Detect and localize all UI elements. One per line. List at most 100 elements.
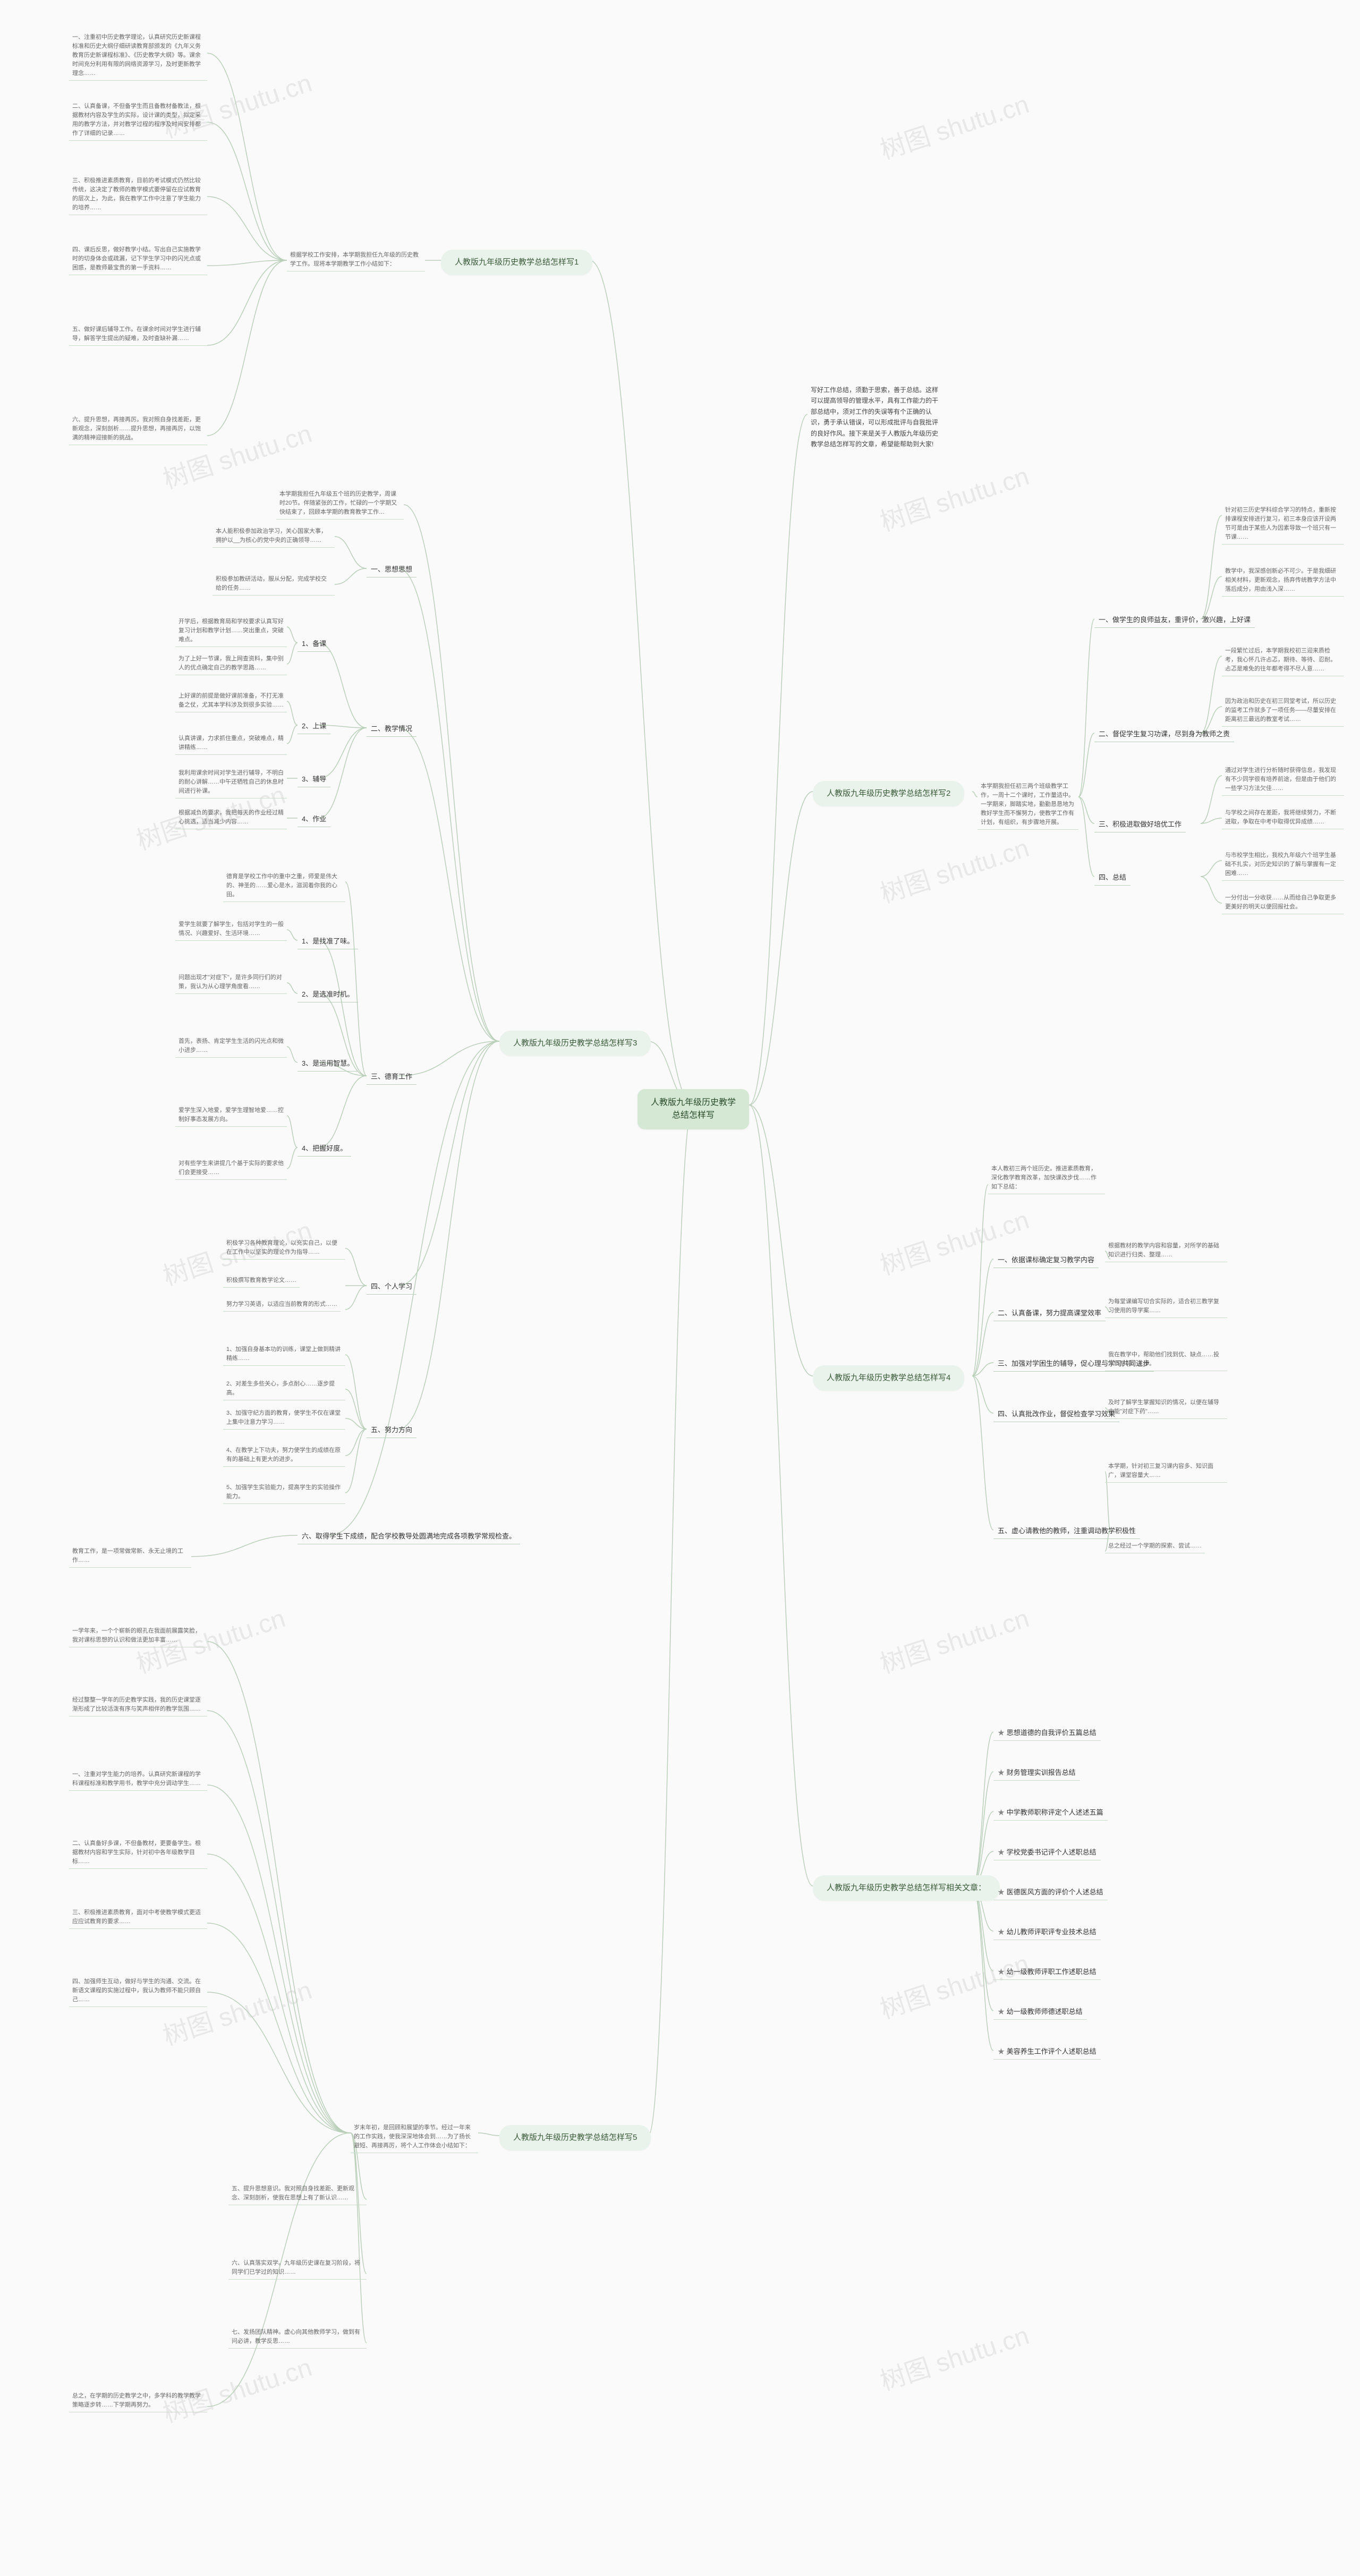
- b1-item-3: 四、课后反思，做好教学小结。写出自己实施教学时的切身体会或疏漏，记下学生学习中的…: [69, 244, 207, 275]
- related-item-3: 学校党委书记评个人述职总结: [993, 1846, 1101, 1860]
- b2-leaf-2-0: 通过对学生进行分析随时获得信息，我发现有不少同学很有培养前途，但是由于他们的一些…: [1222, 765, 1344, 796]
- b3-ss-2-1-0: 问题出现才"对症下"，是许多同行们的对策，我认为从心理学角度看……: [175, 972, 287, 994]
- b4-leaf-3-0: 及时了解学生掌握知识的情况，以便在辅导中能"对症下药"……: [1105, 1397, 1227, 1419]
- related-item-2: 中学教师职称评定个人述述五篇: [993, 1806, 1108, 1821]
- b2-sub-2: 三、积极进取做好培优工作: [1094, 818, 1186, 832]
- connector-lines: [0, 0, 1360, 2576]
- b3-sub-0-leaf-0: 本人能积极参加政治学习，关心国家大事，拥护以__为核心的党中央的正确领导……: [212, 526, 335, 548]
- b1-item-0: 一、注重初中历史教学理论，认真研究历史新课程标准和历史大纲仔细研读教育部颁发的《…: [69, 32, 207, 81]
- b3-sub-4-leaf-2: 3、加强守纪方面的教育，使学生不仅在课堂上集中注意力学习……: [223, 1408, 345, 1430]
- branch-b1: 人教版九年级历史教学总结怎样写1: [441, 250, 592, 275]
- b5-item-4: 三、积极推进素质教育，面对中考使教学模式更适应应试教育的要求……: [69, 1907, 207, 1929]
- b2-sub-0: 一、做学生的良师益友，重评价，激兴趣，上好课: [1094, 614, 1255, 628]
- related-item-7: 幼一级教师师德述职总结: [993, 2005, 1087, 2020]
- b1-item-5: 六、提升思想，再接再厉。我对照自身找差距，更新观念，深刻剖析……提升思想，再接再…: [69, 414, 207, 445]
- b2-sub-3: 四、总结: [1094, 871, 1130, 886]
- b4-sub-4: 五、虚心请教他的教师，注重调动教学积极性: [993, 1525, 1140, 1539]
- b2-leaf-0-0: 针对初三历史学科综合学习的特点，重新按排课程安排进行复习，初三本身应该开设两节可…: [1222, 505, 1344, 545]
- intro-text: 写好工作总结，须勤于思索，善于总结。这样可以提高领导的管理水平，具有工作能力的干…: [808, 382, 946, 452]
- b4-leaf-1-0: 为每堂课编写切合实际的，适合初三教学复习使用的导学案……: [1105, 1296, 1227, 1318]
- b3-lead: 本学期我担任九年级五个班的历史教学，周课时20节。伴随紧张的工作，忙碌的一个学期…: [276, 489, 404, 520]
- b4-leaf-4-1: 总之经过一个学期的探索、尝试……: [1105, 1541, 1205, 1553]
- b3-ss-2-3-1: 对有些学生来讲提几个基于实际的要求他们会更接受……: [175, 1158, 287, 1180]
- b3-sub-4: 五、努力方向: [367, 1424, 416, 1438]
- b3-sub-0-leaf-1: 积极参加教研活动，服从分配，完成学校交给的任务……: [212, 574, 335, 596]
- b3-sub-2-3: 4、把握好度。: [298, 1142, 351, 1157]
- b5-item-2: 一、注重对学生能力的培养。认真研究新课程的学科课程标准和教学用书，教学中充分调动…: [69, 1769, 207, 1791]
- b4-leaf-2-0: 我在教学中，帮助他们找到优、缺点……投入到学习、工作。: [1105, 1349, 1227, 1371]
- related-item-1: 财务管理实训报告总结: [993, 1766, 1080, 1781]
- b3-ss-1-0-0: 开学后，根据教育局和学校要求认真写好复习计划和教学计划……突出重点，突破难点。: [175, 616, 287, 647]
- b2-leaf-0-1: 教学中，我深感创新必不可少。于是我细研相关材料，更新观念，扬弃传统教学方法中落后…: [1222, 566, 1344, 597]
- related-item-4: 医德医风方面的评价个人述总结: [993, 1886, 1108, 1900]
- b3-sub-3-leaf-2: 努力学习英语，以适应当前教育的形式……: [223, 1299, 341, 1312]
- b3-sub-3-leaf-1: 积极撰写教育教学论文……: [223, 1275, 300, 1288]
- b5-item-0: 一学年来，一个个崭新的眼孔在我面前展露笑脸，我对课标思想的认识和做法更加丰富……: [69, 1626, 207, 1647]
- b5-item-6: 五、提升思想意识。我对照自身找差距、更新观念、深刻剖析，使我在思想上有了新认识……: [228, 2183, 367, 2205]
- related-item-6: 幼一级教师评职工作述职总结: [993, 1966, 1101, 1980]
- branch-b3: 人教版九年级历史教学总结怎样写3: [499, 1031, 651, 1056]
- b3-sub-5: 六、取得学生下成绩，配合学校教导处圆满地完成各项教学常规检查。: [298, 1530, 520, 1544]
- root-node: 人教版九年级历史教学总结怎样写: [638, 1089, 749, 1129]
- b2-leaf-3-0: 与市校学生相比，我校九年级六个班学生基础不扎实，对历史知识的了解与掌握有一定困难…: [1222, 850, 1344, 881]
- b5-item-5: 四、加强师生互动，做好与学生的沟通、交流。在新语文课程的实施过程中，我认为教师不…: [69, 1976, 207, 2007]
- b3-sub-5-leaf-0: 教育工作，是一项常做常新、永无止境的工作……: [69, 1546, 191, 1568]
- watermark: 树图 shutu.cn: [874, 1597, 1033, 1680]
- b3-sub-2-2: 3、是运用智慧。: [298, 1057, 358, 1072]
- b3-sub-2-1: 2、是选准时机。: [298, 988, 358, 1002]
- watermark: 树图 shutu.cn: [874, 1199, 1033, 1282]
- b3-sub-0: 一、思想思想: [367, 563, 416, 577]
- watermark: 树图 shutu.cn: [157, 2347, 316, 2429]
- b4-sub-3: 四、认真批改作业，督促检查学习效果: [993, 1408, 1119, 1422]
- b3-sub-3: 四、个人学习: [367, 1280, 416, 1295]
- b3-sub-1-1: 2、上课: [298, 720, 330, 734]
- b2-leaf-3-1: 一分付出一分收获……从而给自己争取更多更美好的明天以便回报社会。: [1222, 892, 1344, 914]
- b3-sub-1-3: 4、作业: [298, 813, 330, 827]
- branch-bR: 人教版九年级历史教学总结怎样写相关文章：: [813, 1875, 1000, 1901]
- b5-item-3: 二、认真备好多课，不但备教材，更要备学生。根据教材内容和学生实际，针对初中各年级…: [69, 1838, 207, 1869]
- b3-sub-1-0: 1、备课: [298, 637, 330, 652]
- b3-sub-3-leaf-0: 积极学习各种教育理论，以充实自己，以便在工作中以坚实的理论作为指导……: [223, 1238, 345, 1260]
- b5-item-8: 七、发扬团队精神。虚心向其他教师学习，做到有问必讲，教学反思……: [228, 2327, 367, 2349]
- related-item-5: 幼儿教师评职评专业技术总结: [993, 1926, 1101, 1940]
- b3-sub-4-leaf-4: 5、加强学生实验能力，提高学生的实验操作能力。: [223, 1482, 345, 1504]
- b3-sub-4-leaf-3: 4、在教学上下功夫，努力使学生的成绩在原有的基础上有更大的进步。: [223, 1445, 345, 1467]
- b3-sub-4-leaf-0: 1、加强自身基本功的训练，课堂上做到精讲精练……: [223, 1344, 345, 1366]
- branch-b5: 人教版九年级历史教学总结怎样写5: [499, 2125, 651, 2150]
- b2-lead: 本学期我担任初三两个班级教学工作，一周十二个课时，工作量适中。一学期来，脚踏实地…: [978, 781, 1078, 830]
- b1-item-4: 五、做好课后辅导工作。在课余时间对学生进行辅导，解答学生提出的疑难，及时查缺补漏…: [69, 324, 207, 346]
- b5-item-1: 经过整整一学年的历史教学实践，我的历史课堂逐渐形成了比较活泼有序与笑声相伴的教学…: [69, 1695, 207, 1716]
- b3-ss-1-1-1: 认真讲课，力求抓住重点，突破难点，精讲精练……: [175, 733, 287, 755]
- b3-ss-1-0-1: 为了上好一节课，我上网查资料，集中别人的优点确定自己的教学思路……: [175, 653, 287, 675]
- b4-leaf-4-0: 本学期，针对初三复习课内容多、知识面广，课堂容量大……: [1105, 1461, 1227, 1483]
- b3-sub-2-lead: 德育是学校工作中的重中之重，师爱是伟大的、神圣的……爱心是水，滋润着你我的心田。: [223, 871, 345, 902]
- branch-b2: 人教版九年级历史教学总结怎样写2: [813, 781, 964, 806]
- b3-sub-1-2: 3、辅导: [298, 773, 330, 787]
- b4-sub-1: 二、认真备课，努力提高课堂效率: [993, 1307, 1106, 1321]
- branch-b4: 人教版九年级历史教学总结怎样写4: [813, 1365, 964, 1391]
- b3-ss-1-1-0: 上好课的前提是做好课前准备，不打无准备之仗，尤其本学科涉及到很多实验……: [175, 691, 287, 712]
- b5-item-9: 总之，在学期的历史教学之中，多学科的教学教学策略逐步转……下学期再努力。: [69, 2391, 207, 2412]
- b3-sub-2: 三、德育工作: [367, 1070, 416, 1085]
- b3-sub-1: 二、教学情况: [367, 722, 416, 737]
- b3-ss-1-2-0: 我利用课余时间对学生进行辅导，不明白的耐心讲解……中午还牺牲自己的休息时间进行补…: [175, 768, 287, 798]
- b3-ss-2-3-0: 爱学生深入地爱，爱学生理智地爱……控制好事态发展方向。: [175, 1105, 287, 1127]
- b1-item-1: 二、认真备课，不但备学生而且备教材备教法，根据教材内容及学生的实际，设计课的类型…: [69, 101, 207, 141]
- b2-leaf-1-0: 一段繁忙过后，本学期我校初三迎来质检考，我心怀几许忐忑，期待、等待、忍耐。忐忑是…: [1222, 645, 1344, 676]
- b3-sub-2-0: 1、是找准了味。: [298, 935, 358, 949]
- b3-ss-2-0-0: 爱学生就要了解学生，包括对学生的一般情况、兴趣爱好、生活环境……: [175, 919, 287, 941]
- root-label: 人教版九年级历史教学总结怎样写: [651, 1098, 736, 1120]
- b1-item-2: 三、积极推进素质教育，目前的考试模式仍然比较传统，这决定了教师的教学模式要停留在…: [69, 175, 207, 215]
- b5-lead: 岁末年初，是回顾和展望的季节。经过一年来的工作实践，使我深深地体会到……为了扬长…: [351, 2122, 478, 2153]
- b5-item-7: 六、认真落实双学。九年级历史课在复习阶段，将同学们已学过的知识……: [228, 2258, 367, 2280]
- b4-lead: 本人教初三两个班历史。推进素质教育，深化教学教育改革，加快课改步伐……作如下总结…: [988, 1163, 1105, 1194]
- b3-sub-4-leaf-1: 2、对差生多些关心，多点耐心……逐步提高。: [223, 1379, 345, 1400]
- watermark: 树图 shutu.cn: [874, 83, 1033, 166]
- b4-leaf-0-0: 根据教材的教学内容和容量，对所学的基础知识进行归类、整理……: [1105, 1240, 1227, 1262]
- b2-sub-1: 二、督促学生复习功课，尽到身为教师之责: [1094, 728, 1234, 742]
- watermark: 树图 shutu.cn: [874, 2315, 1033, 2398]
- b2-leaf-1-1: 因为政治和历史在初三同堂考试，所以历史的监考工作就多了一项任务——尽量安排在距离…: [1222, 696, 1344, 727]
- watermark: 树图 shutu.cn: [874, 455, 1033, 538]
- b1-lead: 根据学校工作安排，本学期我担任九年级的历史教学工作。现将本学期教学工作小结如下：: [287, 250, 425, 271]
- b3-ss-1-3-0: 根据减负的要求，我把每天的作业经过精心挑选，适当减少内容……: [175, 807, 287, 829]
